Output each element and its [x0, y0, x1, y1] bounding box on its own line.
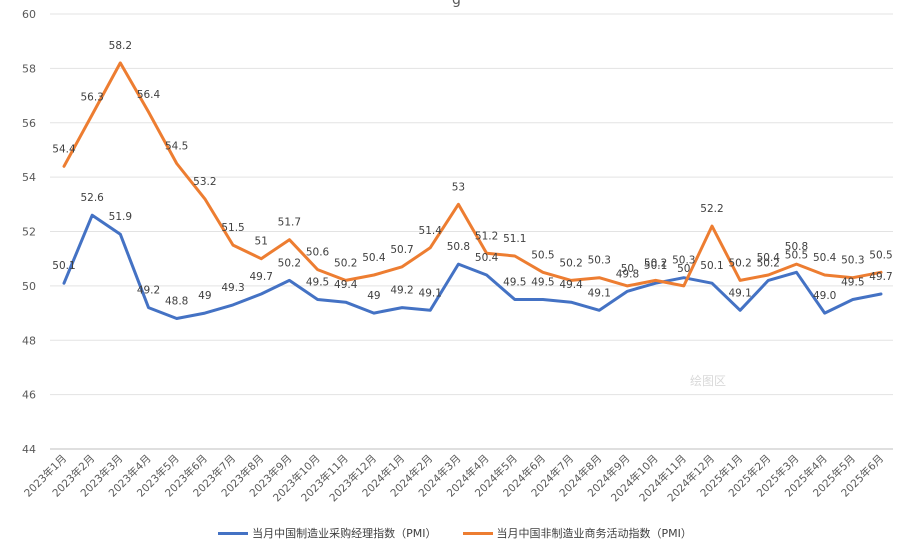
data-label: 52.6 [80, 192, 104, 204]
y-tick-label: 46 [22, 389, 36, 402]
data-label: 51.2 [475, 230, 498, 242]
data-label: 49 [198, 290, 211, 302]
y-axis-ticks: 44 46 48 50 52 54 56 58 60 [22, 8, 36, 456]
data-label: 50.2 [757, 257, 780, 269]
y-tick-label: 60 [22, 8, 36, 21]
data-label: 50.4 [475, 252, 499, 264]
data-label: 53.2 [193, 176, 216, 188]
data-label: 50.2 [334, 257, 357, 269]
data-label: 49.5 [841, 276, 864, 288]
data-label: 54.4 [52, 143, 76, 155]
y-tick-label: 58 [22, 62, 36, 75]
legend-label-manufacturing: 当月中国制造业采购经理指数（PMI） [252, 527, 437, 540]
data-label: 51.5 [221, 222, 244, 234]
line-chart: 44 46 48 50 52 54 56 58 60 2023年1月2023年2月2023年3月… [21, 8, 893, 504]
y-tick-label: 48 [22, 334, 36, 347]
data-label: 49.7 [250, 271, 273, 283]
data-label: 50.1 [644, 260, 667, 272]
data-label: 52.2 [700, 203, 723, 215]
data-label: 50 [621, 263, 634, 275]
data-label: 54.5 [165, 141, 188, 153]
data-label: 49.1 [419, 287, 442, 299]
data-label: 50.7 [390, 244, 413, 256]
data-label: 49.1 [728, 287, 751, 299]
data-label: 50.1 [52, 260, 75, 272]
data-label: 49.5 [306, 276, 329, 288]
data-label: 49.5 [503, 276, 526, 288]
data-label: 50.5 [869, 249, 892, 261]
data-label: 51.9 [109, 211, 132, 223]
data-label: 50.2 [278, 257, 301, 269]
data-label: 50.2 [728, 257, 751, 269]
data-label: 56.4 [137, 89, 161, 101]
data-label: 50.6 [306, 247, 330, 259]
data-label: 50.5 [531, 249, 554, 261]
legend-swatch-manufacturing [218, 531, 249, 535]
data-label: 49.5 [531, 276, 554, 288]
chart-title-fragment: g [452, 0, 461, 8]
data-label: 50.3 [841, 255, 864, 267]
manufacturing-pmi-line [62, 213, 883, 320]
data-label: 50.1 [700, 260, 723, 272]
data-label: 58.2 [109, 40, 132, 52]
y-tick-label: 44 [22, 443, 36, 456]
data-label: 50.8 [785, 241, 808, 253]
data-label: 49.2 [137, 285, 160, 297]
non-manufacturing-pmi-line [62, 61, 883, 288]
data-labels: 50.1 52.6 51.9 49.2 48.8 49 49.3 49.7 50.2 49.5 49… [52, 40, 892, 308]
data-label: 49.8 [616, 268, 639, 280]
data-label: 53 [452, 181, 465, 193]
data-label: 50.8 [447, 241, 470, 253]
gridlines [50, 13, 893, 450]
data-label: 49.0 [813, 290, 836, 302]
y-tick-label: 54 [22, 171, 36, 184]
data-label: 50.4 [757, 252, 781, 264]
data-label: 50.5 [785, 249, 808, 261]
legend-item-manufacturing[interactable]: 当月中国制造业采购经理指数（PMI） [218, 525, 437, 541]
data-label: 48.8 [165, 296, 188, 308]
data-label: 50.2 [644, 257, 667, 269]
data-label: 49.2 [390, 285, 413, 297]
data-label: 50.4 [813, 252, 837, 264]
legend-item-non-manufacturing[interactable]: 当月中国非制造业商务活动指数（PMI） [462, 525, 692, 541]
data-label: 50 [677, 263, 690, 275]
data-label: 50.3 [588, 255, 611, 267]
data-label: 49.1 [588, 287, 611, 299]
y-tick-label: 52 [22, 226, 36, 239]
data-label: 51 [255, 236, 268, 248]
data-label: 56.3 [80, 92, 103, 104]
x-axis-ticks: 2023年1月2023年2月2023年3月2023年4月2023年5月2023年… [21, 452, 886, 504]
data-label: 51.4 [419, 225, 443, 237]
data-label: 49.3 [221, 282, 244, 294]
data-label: 51.1 [503, 233, 526, 245]
legend-swatch-non-manufacturing [462, 531, 493, 535]
data-label: 51.7 [278, 217, 301, 229]
data-label: 50.4 [362, 252, 386, 264]
data-label: 49.7 [869, 271, 892, 283]
data-label: 49.4 [559, 279, 583, 291]
series-lines [62, 61, 883, 320]
data-label: 49 [367, 290, 380, 302]
y-tick-label: 56 [22, 117, 36, 130]
data-label: 50.2 [559, 257, 582, 269]
data-label: 49.4 [334, 279, 358, 291]
data-label: 50.3 [672, 255, 695, 267]
legend-label-non-manufacturing: 当月中国非制造业商务活动指数（PMI） [496, 527, 692, 540]
plot-area-watermark: 绘图区 [690, 374, 727, 388]
y-tick-label: 50 [22, 280, 36, 293]
legend: 当月中国制造业采购经理指数（PMI） 当月中国非制造业商务活动指数（PMI） [0, 522, 910, 544]
